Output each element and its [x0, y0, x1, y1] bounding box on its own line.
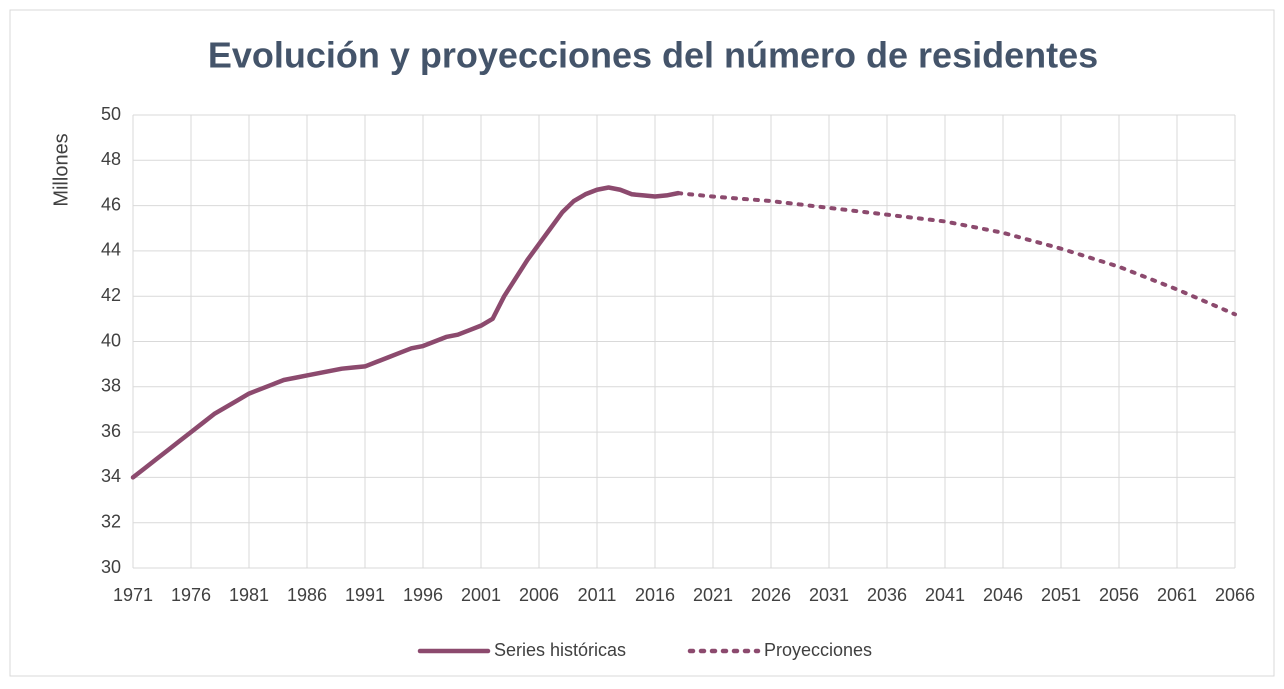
y-tick-label: 50: [101, 104, 121, 124]
x-tick-label: 1996: [403, 585, 443, 605]
x-tick-label: 2036: [867, 585, 907, 605]
y-tick-label: 48: [101, 149, 121, 169]
y-tick-label: 46: [101, 194, 121, 214]
x-tick-label: 2031: [809, 585, 849, 605]
x-tick-label: 2006: [519, 585, 559, 605]
x-tick-label: 2041: [925, 585, 965, 605]
x-tick-label: 2021: [693, 585, 733, 605]
y-tick-label: 44: [101, 240, 121, 260]
x-tick-label: 2066: [1215, 585, 1255, 605]
y-tick-label: 32: [101, 511, 121, 531]
y-tick-label: 40: [101, 330, 121, 350]
x-tick-label: 1971: [113, 585, 153, 605]
chart-border: [9, 9, 1275, 677]
x-tick-label: 1991: [345, 585, 385, 605]
series-line: [130, 185, 681, 480]
y-tick-label: 34: [101, 466, 121, 486]
x-tick-label: 1981: [229, 585, 269, 605]
x-tick-label: 2011: [578, 585, 617, 605]
y-tick-label: 42: [101, 285, 121, 305]
legend-label: Proyecciones: [764, 640, 872, 660]
x-tick-label: 2001: [461, 585, 501, 605]
y-tick-label: 38: [101, 376, 121, 396]
y-axis-label: Millones: [50, 133, 72, 206]
x-tick-label: 2046: [983, 585, 1023, 605]
x-tick-label: 2051: [1041, 585, 1081, 605]
chart-title: Evolución y proyecciones del número de r…: [208, 35, 1098, 76]
series-line: [676, 191, 1237, 317]
y-tick-label: 36: [101, 421, 121, 441]
x-tick-label: 2016: [635, 585, 675, 605]
x-tick-label: 2056: [1099, 585, 1139, 605]
x-tick-label: 1986: [287, 585, 327, 605]
x-tick-label: 2061: [1157, 585, 1197, 605]
x-tick-label: 1976: [171, 585, 211, 605]
x-tick-label: 2026: [751, 585, 791, 605]
legend-label: Series históricas: [494, 640, 626, 660]
y-tick-label: 30: [101, 557, 121, 577]
